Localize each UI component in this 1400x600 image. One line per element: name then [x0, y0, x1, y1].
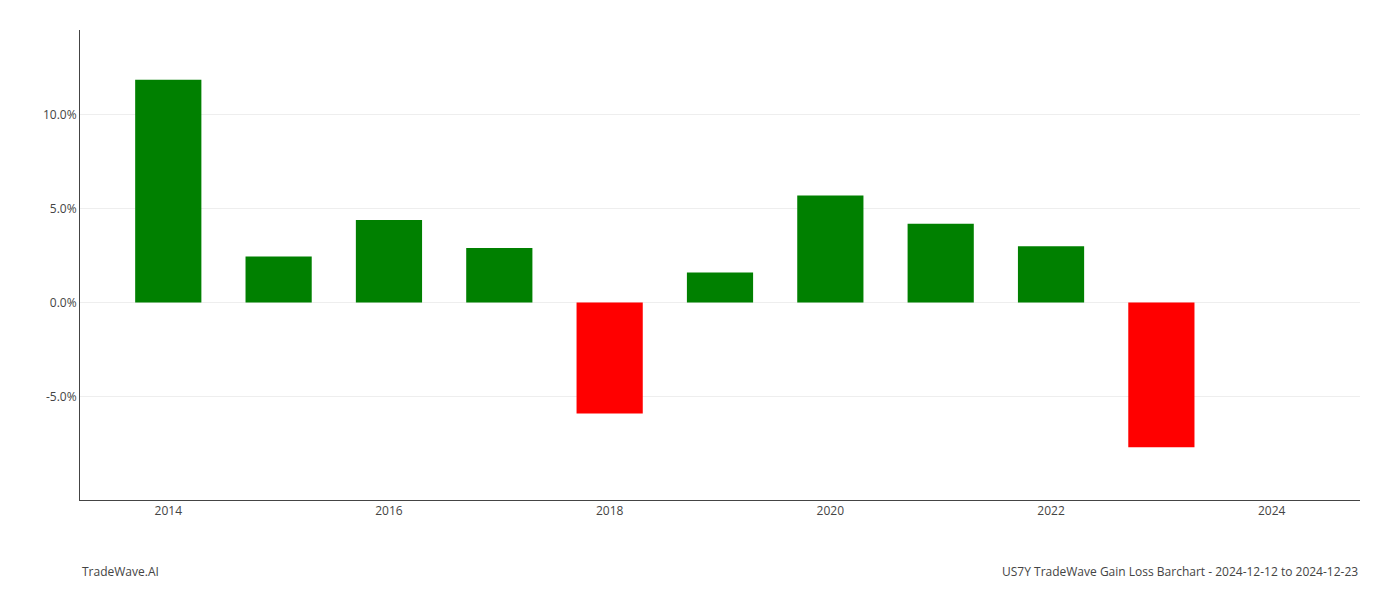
svg-text:2022: 2022 [1037, 502, 1065, 519]
svg-text:-5.0%: -5.0% [46, 388, 77, 405]
svg-text:2018: 2018 [596, 502, 624, 519]
svg-text:5.0%: 5.0% [50, 200, 77, 217]
svg-text:2016: 2016 [375, 502, 403, 519]
svg-text:10.0%: 10.0% [43, 106, 77, 123]
svg-text:2014: 2014 [155, 502, 183, 519]
svg-text:2020: 2020 [817, 502, 845, 519]
svg-text:US7Y TradeWave Gain Loss Barch: US7Y TradeWave Gain Loss Barchart - 2024… [1002, 563, 1358, 580]
svg-text:0.0%: 0.0% [50, 294, 77, 311]
svg-text:TradeWave.AI: TradeWave.AI [82, 563, 159, 580]
svg-text:2024: 2024 [1258, 502, 1286, 519]
